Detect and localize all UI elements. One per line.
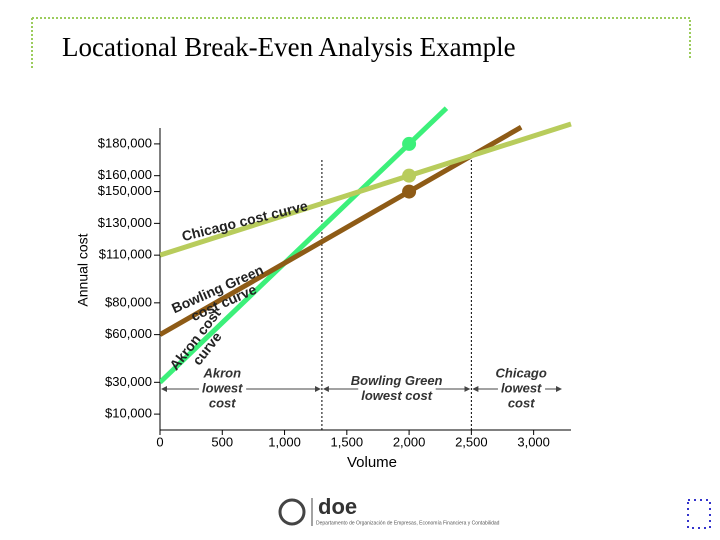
- cost-line: [160, 121, 572, 258]
- region-label: lowest: [501, 380, 542, 395]
- point: [402, 136, 417, 151]
- y-tick-label: $180,000: [98, 135, 152, 150]
- x-tick-label: 1,000: [268, 434, 301, 449]
- region-label-bg: [504, 395, 539, 411]
- region-label-bg: [358, 387, 436, 403]
- region-label: cost: [508, 395, 535, 410]
- y-tick-label: $30,000: [105, 374, 152, 389]
- chart-title: Locational Break-Even Analysis Example: [62, 32, 516, 62]
- x-tick-label: 1,500: [331, 434, 364, 449]
- region-label-bg: [199, 365, 245, 381]
- x-tick-label: 2,000: [393, 434, 426, 449]
- region-label: lowest: [202, 380, 243, 395]
- region-label: Bowling Green: [351, 373, 443, 388]
- slide-decoration: [31, 17, 691, 68]
- y-tick-label: $160,000: [98, 167, 152, 182]
- region-label-bg: [347, 372, 446, 388]
- footer-text: Departamento de Organización de Empresas…: [316, 520, 500, 526]
- y-tick-label: $10,000: [105, 406, 152, 421]
- region-label: cost: [209, 395, 236, 410]
- x-axis-label: Volume: [347, 454, 397, 471]
- region-label-bg: [205, 395, 240, 411]
- border-top: [32, 17, 691, 58]
- logo: doe: [318, 494, 357, 519]
- y-tick-label: $150,000: [98, 183, 152, 198]
- curve-label: Chicago cost curve: [180, 197, 309, 244]
- region-label: lowest cost: [361, 388, 432, 403]
- region-label-bg: [497, 380, 546, 396]
- x-tick-label: 2,500: [455, 434, 488, 449]
- corner-icon: [687, 499, 711, 529]
- footer: doe Departamento de Organización de Empr…: [278, 494, 711, 529]
- x-tick-label: 500: [211, 434, 233, 449]
- region-label-bg: [492, 365, 550, 381]
- point: [402, 184, 417, 199]
- point: [402, 168, 417, 183]
- region-label-bg: [199, 380, 247, 396]
- x-tick-label: 0: [156, 434, 163, 449]
- x-tick-label: 3,000: [517, 434, 550, 449]
- y-tick-label: $130,000: [98, 215, 152, 230]
- y-tick-label: $60,000: [105, 326, 152, 341]
- y-tick-label: $80,000: [105, 294, 152, 309]
- region-label: Chicago: [496, 365, 547, 380]
- region-label: Akron: [202, 365, 241, 380]
- plot: $10,000 $30,000 $60,000 $80,000 $110,000 $130…: [75, 106, 572, 471]
- y-tick-label: $110,000: [99, 247, 152, 262]
- y-axis-label: Annual cost: [75, 233, 91, 306]
- logo-icon: [278, 498, 306, 526]
